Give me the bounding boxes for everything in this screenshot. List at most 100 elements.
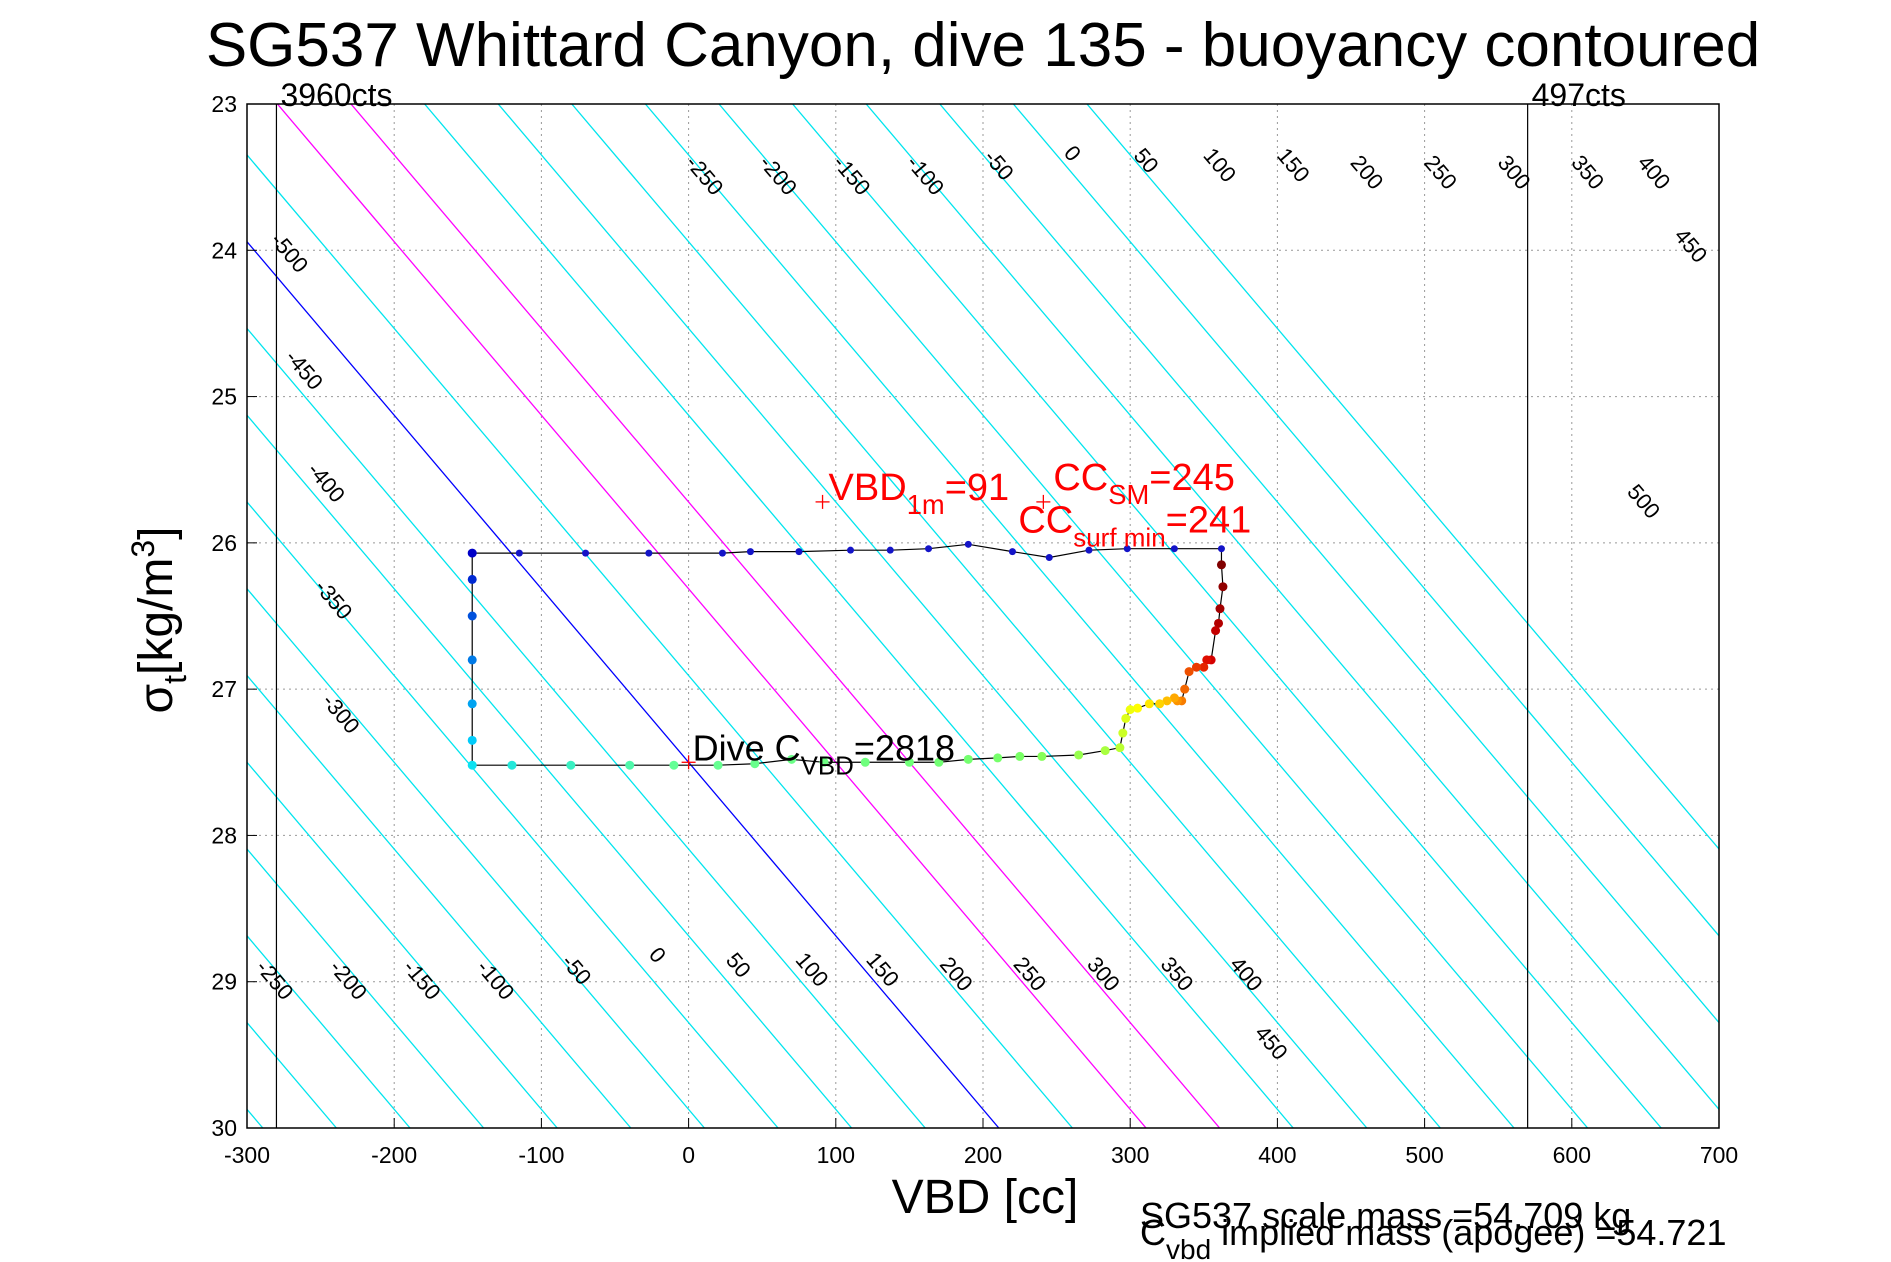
x-axis-label: VBD [cc] xyxy=(892,1171,1079,1224)
dive-trace-point xyxy=(467,548,477,558)
contour-line xyxy=(247,848,485,1128)
y-tick-label: 28 xyxy=(211,822,237,848)
contour-line xyxy=(247,587,705,1128)
dive-trace-point xyxy=(1008,548,1016,556)
y-label-close: ] xyxy=(130,526,183,539)
footer-implied-main: C xyxy=(1140,1212,1166,1253)
x-tick-label: 500 xyxy=(1405,1142,1443,1168)
contour-line xyxy=(247,327,926,1128)
x-tick-label: 100 xyxy=(817,1142,855,1168)
contour-line xyxy=(276,104,1147,1128)
footer-implied-sub: vbd xyxy=(1166,1234,1211,1262)
dive-trace-point xyxy=(1184,667,1194,677)
dive-trace-point xyxy=(467,735,477,745)
dive-trace-point xyxy=(1074,750,1084,760)
dive-trace-point xyxy=(746,548,754,556)
dive-trace-point xyxy=(795,548,803,556)
contour-line xyxy=(247,153,1073,1128)
dive-trace-point xyxy=(507,760,517,770)
x-tick-label: 200 xyxy=(964,1142,1002,1168)
footer-scale-mass: SG537 scale mass =54.709 kg xyxy=(1140,1195,1631,1236)
dive-trace-point xyxy=(787,754,797,764)
x-tick-label: 700 xyxy=(1700,1142,1738,1168)
marker-label-sub: 1m xyxy=(907,489,945,520)
dive-trace-point xyxy=(1180,684,1190,694)
grid xyxy=(247,104,1719,1128)
contour-line xyxy=(497,104,1368,1128)
x-axis: -300 -200 -100 0 100 200 300 400 500 600 700 xyxy=(224,1118,1738,1168)
dive-trace-point xyxy=(1202,655,1212,665)
contour-line xyxy=(247,240,1000,1128)
dive-trace-point xyxy=(934,757,944,767)
contour-line xyxy=(571,104,1441,1128)
contour-line xyxy=(939,104,1719,1024)
annotation-main: CC xyxy=(1018,500,1073,542)
contour-line xyxy=(247,500,779,1128)
contour-line xyxy=(1086,104,1719,851)
dive-trace-point xyxy=(1211,626,1221,636)
y-label-sup: 3 xyxy=(125,540,161,558)
annotation-label: CCsurf min=241 xyxy=(1018,500,1251,553)
dive-trace-point xyxy=(993,753,1003,763)
dive-trace-point xyxy=(963,754,973,764)
x-tick-label: -200 xyxy=(371,1142,417,1168)
annotation-sub: surf min xyxy=(1073,523,1165,553)
contour-lines xyxy=(247,104,1719,1128)
vbd-limit-label: 3960cts xyxy=(280,77,392,113)
contour-line xyxy=(1012,104,1719,937)
footer-implied-mass: Cvbd implied mass (apogee) =54.721 xyxy=(1140,1212,1726,1262)
dive-trace-point xyxy=(1169,693,1179,703)
chart-title: SG537 Whittard Canyon, dive 135 - buoyan… xyxy=(206,11,1760,80)
dive-trace-point xyxy=(847,546,855,554)
marker-label-tail: =245 xyxy=(1149,457,1235,499)
y-axis-label: σt[kg/m3] xyxy=(125,526,193,713)
dive-trace-point xyxy=(467,760,477,770)
dive-trace-point xyxy=(1218,582,1228,592)
marker-label-sub: VBD xyxy=(801,752,854,780)
dive-trace-point xyxy=(860,757,870,767)
vbd-limit-lines: 3960cts 497cts xyxy=(275,77,1626,1128)
marker-label-sub: SM xyxy=(1108,479,1149,510)
marker-label-main: VBD xyxy=(829,467,907,509)
contour-line xyxy=(247,674,632,1128)
x-tick-label: 400 xyxy=(1258,1142,1296,1168)
footer-text: SG537 scale mass =54.709 kg Cvbd implied… xyxy=(1140,1195,1726,1262)
dive-trace-point xyxy=(1214,618,1224,628)
dive-trace-point xyxy=(904,757,914,767)
dive-trace-point xyxy=(515,549,523,557)
dive-trace-point xyxy=(1144,699,1154,709)
contour-line xyxy=(865,104,1719,1111)
dive-trace-point xyxy=(1155,699,1165,709)
dive-trace-point xyxy=(669,760,679,770)
contour-line xyxy=(792,104,1662,1128)
dive-trace-point xyxy=(582,549,590,557)
marker-label: VBD1m=91 xyxy=(829,467,1010,520)
dive-trace-point xyxy=(925,545,933,553)
dive-trace-point xyxy=(886,546,894,554)
dive-trace-point xyxy=(819,757,829,767)
dive-trace-point xyxy=(467,574,477,584)
dive-trace-point xyxy=(1037,751,1047,761)
dive-trace-point xyxy=(1123,545,1131,553)
dive-trace-point xyxy=(750,759,760,769)
marker-label-main: Dive C xyxy=(693,727,801,768)
y-axis: 23 24 25 26 27 28 29 30 xyxy=(211,91,257,1141)
dive-trace-point xyxy=(625,760,635,770)
y-tick-label: 27 xyxy=(211,676,237,702)
y-tick-label: 26 xyxy=(211,530,237,556)
contour-line xyxy=(644,104,1515,1128)
marker-label: Dive CVBD=2818 xyxy=(693,727,955,780)
x-tick-label: 600 xyxy=(1553,1142,1591,1168)
dive-trace-point xyxy=(1045,553,1053,561)
dive-trace xyxy=(467,540,1228,770)
dive-trace-point xyxy=(1015,751,1025,761)
dive-trace-point xyxy=(1100,746,1110,756)
vbd-limit-label: 497cts xyxy=(1532,77,1626,113)
y-tick-label: 23 xyxy=(211,91,237,117)
dive-trace-point xyxy=(964,540,972,548)
dive-trace-point xyxy=(1191,662,1201,672)
y-tick-label: 29 xyxy=(211,969,237,995)
contour-line xyxy=(350,104,1221,1128)
y-label-main: σ xyxy=(130,684,183,714)
